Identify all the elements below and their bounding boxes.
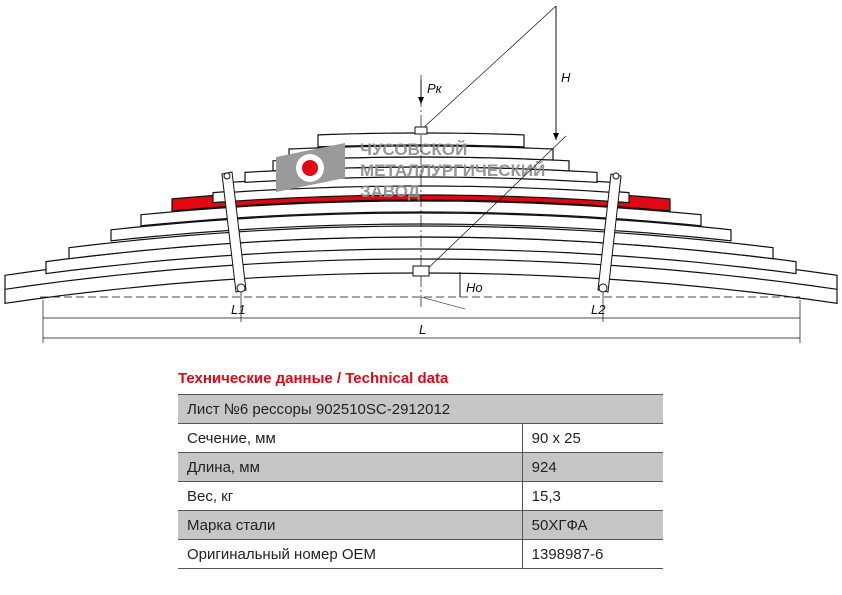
logo-line-3: ЗАВОД [360, 182, 420, 201]
logo-line-2: МЕТАЛЛУРГИЧЕСКИЙ [360, 161, 545, 180]
row-label: Длина, мм [178, 452, 523, 482]
table-row: Длина, мм 924 [178, 452, 663, 482]
technical-data-table: Лист №6 рессоры 902510SC-2912012 Сечение… [178, 394, 663, 569]
row-value: 924 [521, 452, 663, 482]
leaf [68, 225, 774, 260]
logo-line-1: ЧУСОВСКОЙ [360, 140, 467, 159]
row-label: Сечение, мм [178, 423, 523, 453]
logo: ЧУСОВСКОЙ МЕТАЛЛУРГИЧЕСКИЙ ЗАВОД [276, 140, 545, 201]
row-value: 50ХГФА [521, 510, 663, 540]
table-header-row: Лист №6 рессоры 902510SC-2912012 [178, 394, 663, 424]
row-label: Оригинальный номер OEM [178, 539, 523, 569]
l1-label: L1 [231, 302, 245, 317]
table-row: Вес, кг 15,3 [178, 481, 663, 511]
leaf [140, 200, 702, 227]
length-label: L [419, 322, 426, 337]
row-value: 90 x 25 [521, 423, 663, 453]
leaf [110, 212, 732, 242]
height0-label: Ho [466, 280, 483, 295]
table-row: Сечение, мм 90 x 25 [178, 423, 663, 453]
table-row: Оригинальный номер OEM 1398987-6 [178, 539, 663, 569]
height-label: H [561, 70, 571, 85]
row-value: 15,3 [521, 481, 663, 511]
load-label: Pк [427, 81, 443, 96]
leaf-spring-drawing: ЧУСОВСКОЙ МЕТАЛЛУРГИЧЕСКИЙ ЗАВОД Pк H Ho… [4, 5, 838, 343]
leaf [288, 145, 554, 161]
l2-label: L2 [591, 302, 606, 317]
row-label: Вес, кг [178, 481, 523, 511]
row-value: 1398987-6 [521, 539, 663, 569]
table-row: Марка стали 50ХГФА [178, 510, 663, 540]
table-header: Лист №6 рессоры 902510SC-2912012 [178, 394, 663, 424]
technical-data-title: Технические данные / Technical data [178, 370, 449, 387]
row-label: Марка стали [178, 510, 523, 540]
